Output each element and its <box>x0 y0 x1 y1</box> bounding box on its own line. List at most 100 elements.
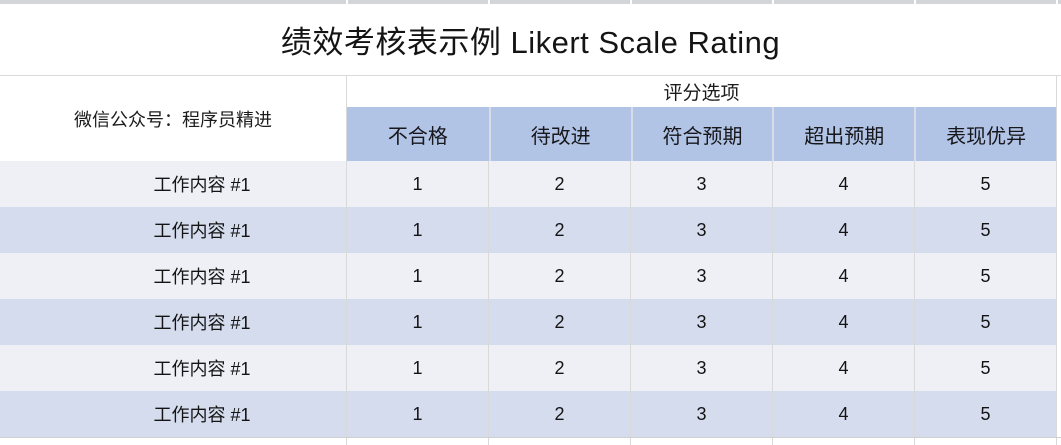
rating-value-cell[interactable]: 2 <box>489 391 631 437</box>
rating-value: 4 <box>838 219 849 240</box>
rating-value-cell[interactable]: 3 <box>631 345 773 391</box>
title-cell[interactable]: 绩效考核表示例 Likert Scale Rating <box>0 4 1061 76</box>
rating-value-cell[interactable]: 5 <box>915 345 1057 391</box>
rating-value-cell[interactable]: 5 <box>915 391 1057 437</box>
row-label: 工作内容 #1 <box>153 405 251 425</box>
rating-value: 3 <box>696 173 707 194</box>
rating-value-cell[interactable]: 2 <box>489 299 631 345</box>
rating-group-header-cell[interactable]: 评分选项 <box>347 76 1056 107</box>
table-row: 工作内容 #1 1 2 3 4 5 <box>0 299 1057 345</box>
rating-value: 3 <box>696 357 707 378</box>
rating-value-cell[interactable]: 4 <box>773 161 915 207</box>
watermark-cell[interactable]: 微信公众号：程序员精进 <box>0 76 347 161</box>
rating-header-cell-outstanding[interactable]: 表现优异 <box>914 107 1056 161</box>
rating-header-row: 不合格 待改进 符合预期 超出预期 表现优异 <box>347 107 1056 161</box>
table-header: 微信公众号：程序员精进 评分选项 不合格 待改进 符合预期 超出预期 <box>0 76 1061 161</box>
rating-value: 3 <box>696 311 707 332</box>
rating-value-cell[interactable]: 1 <box>347 299 489 345</box>
row-label: 工作内容 #1 <box>153 313 251 333</box>
table-body: 工作内容 #1 1 2 3 4 5 工作内容 #1 1 2 3 4 5 工作内容… <box>0 161 1057 437</box>
rating-value: 5 <box>980 311 991 332</box>
rating-value-cell[interactable]: 3 <box>631 391 773 437</box>
rating-header-cell-needs-improvement[interactable]: 待改进 <box>488 107 631 161</box>
table-row: 工作内容 #1 1 2 3 4 5 <box>0 161 1057 207</box>
partial-row-below <box>0 437 1061 445</box>
rating-value: 2 <box>554 219 565 240</box>
gridline <box>914 438 915 445</box>
rating-value: 1 <box>412 311 423 332</box>
rating-header-cell-exceeds-expectations[interactable]: 超出预期 <box>772 107 915 161</box>
rating-value-cell[interactable]: 1 <box>347 253 489 299</box>
rating-value-cell[interactable]: 1 <box>347 161 489 207</box>
gridline <box>488 438 489 445</box>
row-label-cell[interactable]: 工作内容 #1 <box>0 299 347 345</box>
partial-row-above <box>0 0 1061 4</box>
rating-value-cell[interactable]: 4 <box>773 207 915 253</box>
rating-value: 4 <box>838 173 849 194</box>
gridline <box>772 0 774 4</box>
rating-value: 4 <box>838 265 849 286</box>
rating-header-label: 表现优异 <box>946 125 1027 148</box>
rating-value: 2 <box>554 311 565 332</box>
row-label-cell[interactable]: 工作内容 #1 <box>0 253 347 299</box>
gridline <box>346 438 347 445</box>
rating-header-label: 超出预期 <box>804 125 885 148</box>
rating-value: 4 <box>838 403 849 424</box>
table-row: 工作内容 #1 1 2 3 4 5 <box>0 253 1057 299</box>
rating-value-cell[interactable]: 3 <box>631 161 773 207</box>
rating-value-cell[interactable]: 1 <box>347 345 489 391</box>
rating-value: 1 <box>412 265 423 286</box>
rating-value: 1 <box>412 219 423 240</box>
rating-value-cell[interactable]: 4 <box>773 391 915 437</box>
rating-group-header-label: 评分选项 <box>663 83 740 104</box>
rating-value: 4 <box>838 311 849 332</box>
rating-value-cell[interactable]: 4 <box>773 345 915 391</box>
rating-value-cell[interactable]: 5 <box>915 207 1057 253</box>
rating-value-cell[interactable]: 5 <box>915 253 1057 299</box>
row-label: 工作内容 #1 <box>153 221 251 241</box>
rating-value-cell[interactable]: 5 <box>915 161 1057 207</box>
row-label-cell[interactable]: 工作内容 #1 <box>0 391 347 437</box>
rating-value: 3 <box>696 265 707 286</box>
rating-header-cell-fail[interactable]: 不合格 <box>347 107 489 161</box>
gridline <box>1056 438 1057 445</box>
rating-value-cell[interactable]: 2 <box>489 207 631 253</box>
row-label: 工作内容 #1 <box>153 359 251 379</box>
watermark-text: 微信公众号：程序员精进 <box>74 109 272 130</box>
gridline <box>630 0 632 4</box>
rating-value-cell[interactable]: 3 <box>631 207 773 253</box>
rating-value: 5 <box>980 173 991 194</box>
table-row: 工作内容 #1 1 2 3 4 5 <box>0 207 1057 253</box>
rating-value-cell[interactable]: 5 <box>915 299 1057 345</box>
rating-value: 5 <box>980 403 991 424</box>
rating-value-cell[interactable]: 3 <box>631 299 773 345</box>
rating-value-cell[interactable]: 2 <box>489 253 631 299</box>
row-label-cell[interactable]: 工作内容 #1 <box>0 161 347 207</box>
gridline <box>1056 0 1058 4</box>
rating-header-cell-meets-expectations[interactable]: 符合预期 <box>630 107 773 161</box>
rating-value: 5 <box>980 265 991 286</box>
row-label: 工作内容 #1 <box>153 267 251 287</box>
rating-header-label: 待改进 <box>530 125 591 148</box>
row-label: 工作内容 #1 <box>153 175 251 195</box>
rating-header-group: 评分选项 不合格 待改进 符合预期 超出预期 表现优异 <box>347 76 1057 161</box>
rating-value: 5 <box>980 357 991 378</box>
rating-value-cell[interactable]: 4 <box>773 253 915 299</box>
rating-value: 5 <box>980 219 991 240</box>
rating-header-label: 不合格 <box>387 125 448 148</box>
gridline <box>488 0 490 4</box>
gridline <box>914 0 916 4</box>
gridline <box>630 438 631 445</box>
row-label-cell[interactable]: 工作内容 #1 <box>0 345 347 391</box>
rating-value-cell[interactable]: 4 <box>773 299 915 345</box>
rating-value-cell[interactable]: 1 <box>347 391 489 437</box>
rating-value: 1 <box>412 173 423 194</box>
rating-header-label: 符合预期 <box>662 125 743 148</box>
row-label-cell[interactable]: 工作内容 #1 <box>0 207 347 253</box>
rating-value-cell[interactable]: 3 <box>631 253 773 299</box>
rating-value-cell[interactable]: 1 <box>347 207 489 253</box>
rating-value-cell[interactable]: 2 <box>489 161 631 207</box>
rating-value-cell[interactable]: 2 <box>489 345 631 391</box>
table-row: 工作内容 #1 1 2 3 4 5 <box>0 345 1057 391</box>
page-title: 绩效考核表示例 Likert Scale Rating <box>280 25 781 60</box>
